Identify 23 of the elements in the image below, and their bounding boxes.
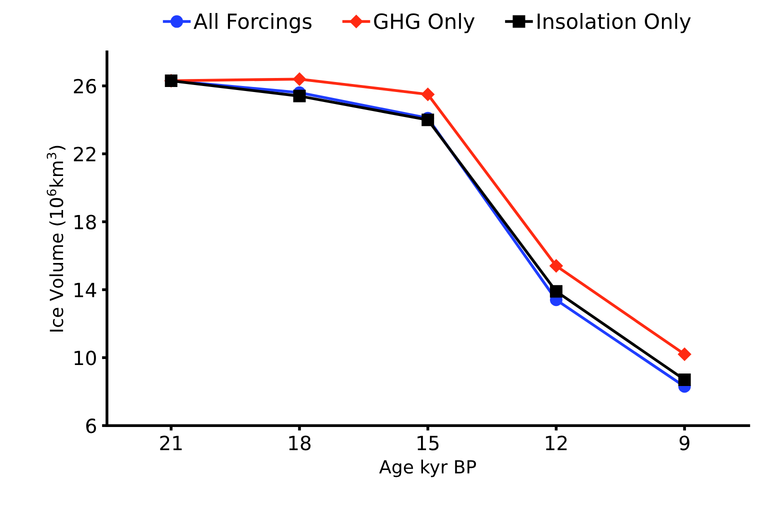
y-tick-label: 18	[74, 214, 96, 230]
point	[293, 90, 306, 102]
legend-label: GHG Only	[374, 12, 475, 34]
legend-label: Insolation Only	[538, 12, 691, 34]
point	[678, 348, 692, 361]
point	[421, 88, 434, 101]
y-tick-label: 22	[74, 146, 96, 162]
y-tick-label: 6	[86, 418, 96, 434]
point	[678, 373, 691, 386]
y-tick-label: 10	[74, 350, 96, 366]
legend-label: All Forcings	[194, 12, 312, 34]
x-tick-label: 12	[546, 436, 567, 450]
x-tick-label: 18	[289, 436, 311, 450]
point	[292, 72, 306, 86]
y-tick-label: 14	[74, 282, 96, 298]
point	[550, 259, 563, 273]
x-tick-label: 15	[418, 436, 439, 450]
x-tick-label: 9	[680, 436, 690, 450]
y-axis-title: Ice Volume (10$^{6}$km$^{3}$)	[46, 146, 66, 332]
point	[550, 285, 562, 298]
y-tick-label: 26	[74, 78, 96, 94]
x-tick-label: 21	[160, 436, 182, 450]
x-axis-title: Age kyr BP	[379, 460, 476, 478]
